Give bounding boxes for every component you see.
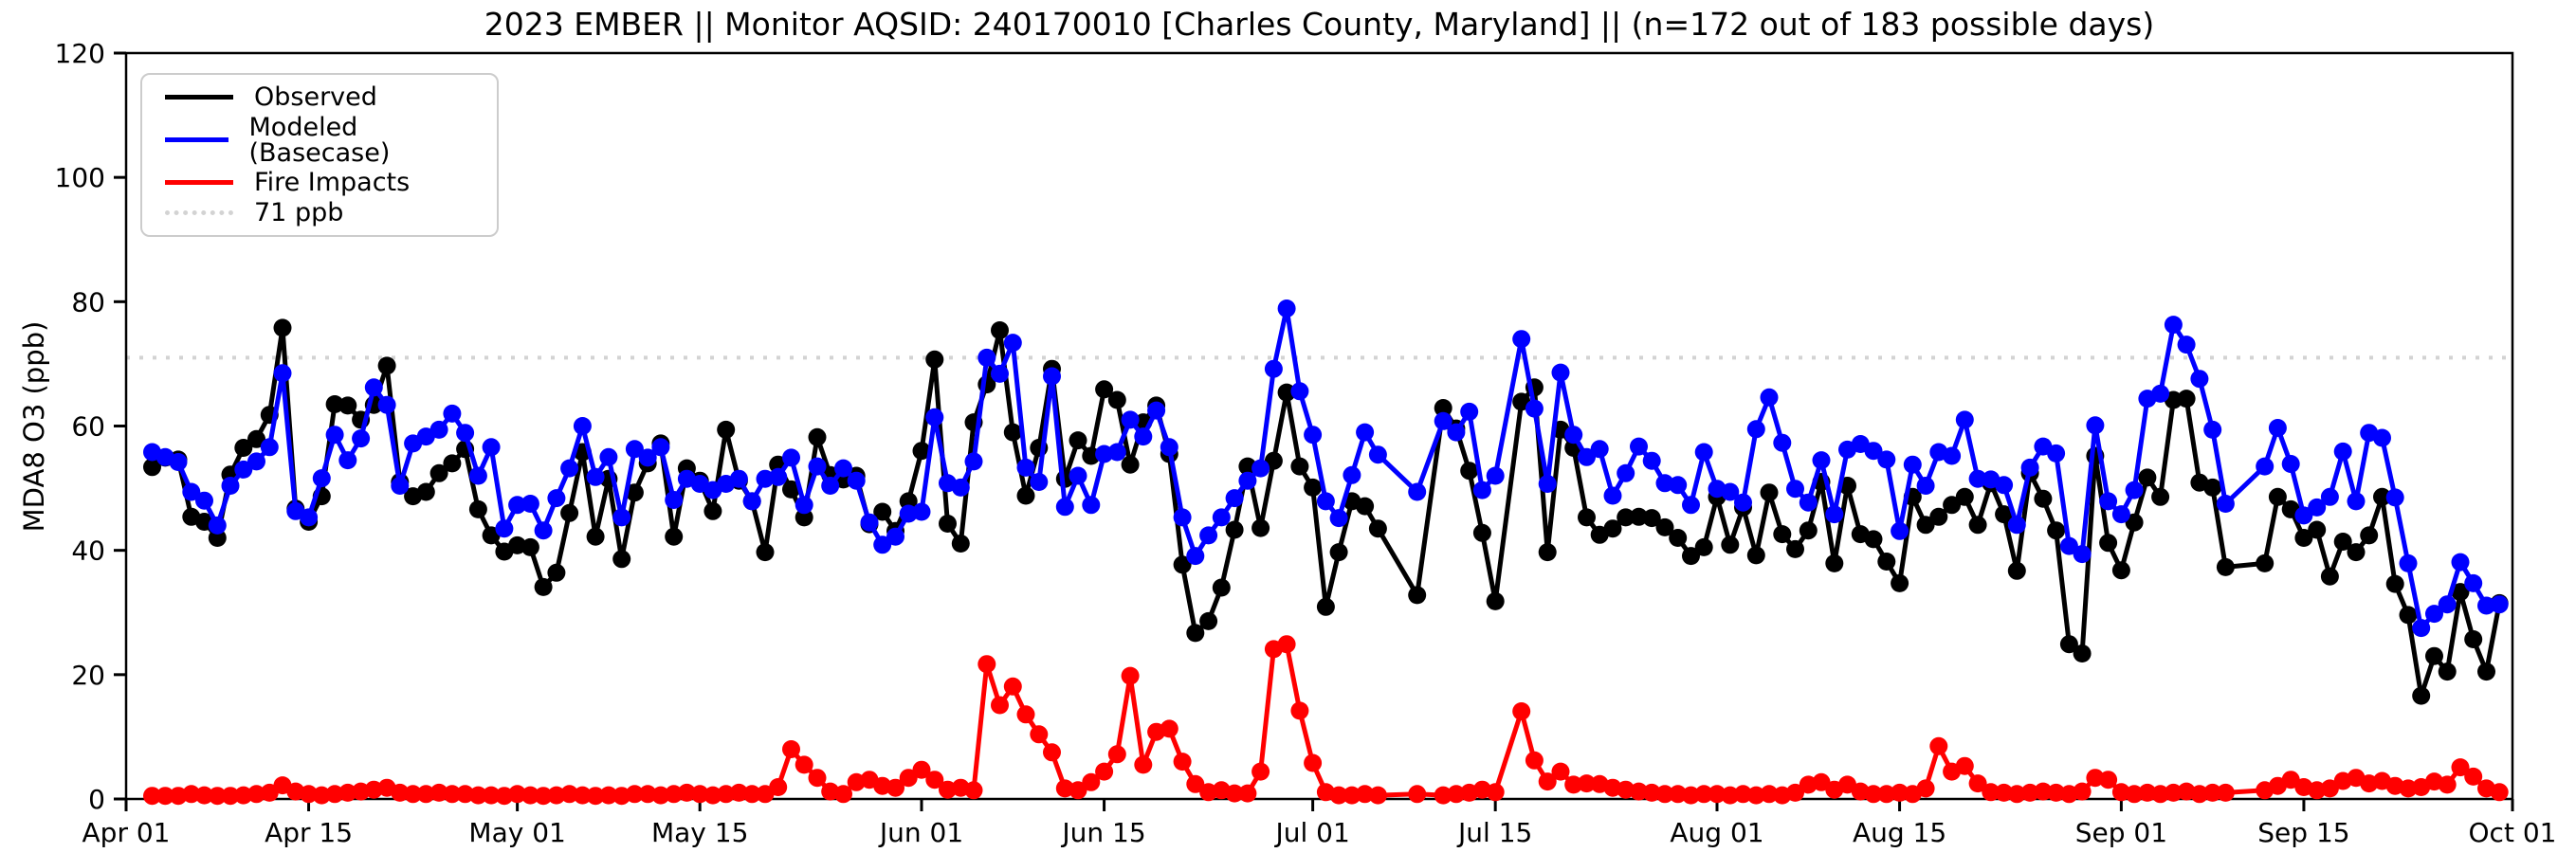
svg-text:40: 40 xyxy=(71,535,105,567)
legend-item-observed: Observed xyxy=(165,84,487,110)
legend: Observed Modeled (Basecase) Fire Impacts… xyxy=(140,73,499,237)
svg-text:100: 100 xyxy=(55,162,105,193)
y-axis: 0 20 40 60 80 100 120 xyxy=(55,38,126,815)
observed-line-swatch xyxy=(165,95,233,100)
svg-text:Jun 01: Jun 01 xyxy=(878,817,963,848)
svg-text:Jul 15: Jul 15 xyxy=(1456,817,1532,848)
modeled-line-swatch xyxy=(165,137,228,143)
svg-text:Jul 01: Jul 01 xyxy=(1273,817,1349,848)
svg-text:120: 120 xyxy=(55,38,105,69)
legend-item-threshold: 71 ppb xyxy=(165,200,487,226)
svg-text:May 01: May 01 xyxy=(468,817,565,848)
observed-series xyxy=(143,318,2509,705)
legend-label: Modeled (Basecase) xyxy=(248,112,391,168)
legend-label: Fire Impacts xyxy=(254,168,411,198)
fire-impacts-series xyxy=(143,635,2509,806)
legend-label: 71 ppb xyxy=(254,197,344,227)
svg-text:Apr 15: Apr 15 xyxy=(265,817,353,848)
svg-text:Jun 15: Jun 15 xyxy=(1060,817,1145,848)
legend-item-modeled: Modeled (Basecase) xyxy=(165,115,487,166)
svg-text:Aug 01: Aug 01 xyxy=(1670,817,1763,848)
svg-text:20: 20 xyxy=(71,660,105,691)
svg-text:Apr 01: Apr 01 xyxy=(82,817,171,848)
svg-text:60: 60 xyxy=(71,411,105,443)
fire-line-swatch xyxy=(165,180,233,186)
threshold-line-swatch xyxy=(165,209,233,215)
svg-text:80: 80 xyxy=(71,286,105,318)
x-axis: Apr 01 Apr 15 May 01 May 15 Jun 01 Jun 15 Jul … xyxy=(82,799,2557,848)
svg-text:0: 0 xyxy=(88,784,105,815)
legend-label: Observed xyxy=(254,82,377,113)
svg-text:Aug 15: Aug 15 xyxy=(1853,817,1946,848)
legend-item-fire: Fire Impacts xyxy=(165,170,487,195)
svg-text:May 15: May 15 xyxy=(651,817,748,848)
chart-title: 2023 EMBER || Monitor AQSID: 240170010 [… xyxy=(484,6,2155,43)
svg-text:Sep 15: Sep 15 xyxy=(2257,817,2349,848)
svg-text:Oct 01: Oct 01 xyxy=(2469,817,2557,848)
modeled-basecase--series xyxy=(143,299,2509,638)
svg-text:Sep 01: Sep 01 xyxy=(2075,817,2167,848)
